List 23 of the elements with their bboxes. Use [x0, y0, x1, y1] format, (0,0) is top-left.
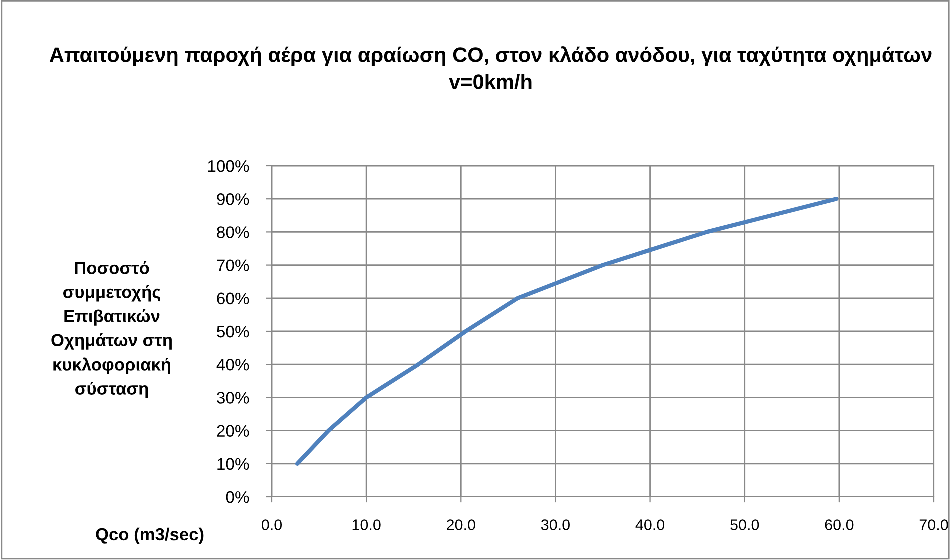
y-tick-label: 50% — [217, 326, 250, 338]
x-tick-label: 40.0 — [636, 520, 665, 530]
y-tick-label: 100% — [208, 160, 250, 172]
x-tick-label: 70.0 — [920, 520, 948, 530]
y-tick-label: 70% — [217, 260, 250, 272]
x-tick-label: 60.0 — [825, 520, 854, 530]
y-tick-label: 60% — [217, 292, 250, 305]
x-axis-title: Qco (m3/sec) — [96, 528, 204, 544]
x-tick-label: 10.0 — [352, 520, 381, 530]
y-tick-label: 0% — [226, 491, 250, 504]
x-tick-label: 30.0 — [541, 520, 570, 530]
y-tick-label: 40% — [216, 359, 250, 371]
y-tick-label: 80% — [217, 226, 250, 238]
y-tick-label: 30% — [217, 392, 250, 404]
y-tick-label: 90% — [217, 194, 250, 206]
y-axis-title: Ποσοστό συμμετοχής Επιβατικών Οχημάτων στη κυκλοφοριακή σύσταση — [52, 261, 172, 398]
x-tick-label: 50.0 — [730, 520, 760, 530]
line-series — [295, 197, 839, 466]
y-tick-label: 10% — [218, 458, 250, 470]
chart-title: Απαιτούμενη παροχή αέρα για αραίωση CO, στον κλάδο ανόδου, για ταχύτητα οχημάτων v=0km/h — [50, 46, 932, 90]
y-tick-label: 20% — [217, 425, 250, 438]
x-tick-label: 20.0 — [447, 520, 476, 530]
x-tick-label: 0.0 — [262, 520, 282, 530]
